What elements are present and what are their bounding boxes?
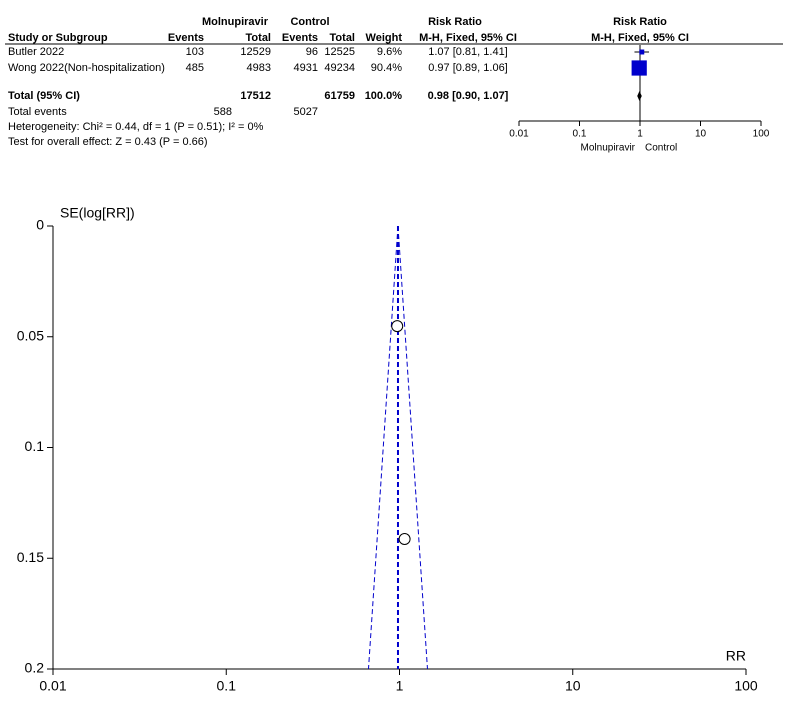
total-events-cell: Total events <box>8 106 67 118</box>
x-tick-label: 0.01 <box>39 678 66 694</box>
heterogeneity: Heterogeneity: Chi² = 0.44, df = 1 (P = … <box>8 121 264 133</box>
column-header: Total <box>330 32 355 44</box>
total-cell: 0.98 [0.90, 1.07] <box>428 90 509 102</box>
overall-effect: Test for overall effect: Z = 0.43 (P = 0… <box>8 136 208 148</box>
funnel-limit <box>367 225 399 670</box>
group-header: Control <box>290 16 329 28</box>
column-header: M-H, Fixed, 95% CI <box>419 32 517 44</box>
column-header: M-H, Fixed, 95% CI <box>591 32 689 44</box>
x-tick-label: 0.1 <box>217 678 237 694</box>
study-point <box>391 320 404 333</box>
y-axis-label: SE(log[RR]) <box>60 205 135 221</box>
weight-square <box>631 60 647 76</box>
table-cell: Butler 2022 <box>8 46 64 58</box>
table-cell: Wong 2022(Non-hospitalization) <box>8 62 165 74</box>
x-tick-label: 100 <box>734 678 758 694</box>
axis-side-label: Control <box>645 143 677 154</box>
total-cell: 61759 <box>324 90 355 102</box>
table-cell: 1.07 [0.81, 1.41] <box>428 46 508 58</box>
column-header: Total <box>246 32 271 44</box>
table-cell: 103 <box>186 46 204 58</box>
table-cell: 0.97 [0.89, 1.06] <box>428 62 508 74</box>
table-cell: 96 <box>306 46 318 58</box>
column-header: Study or Subgroup <box>8 32 108 44</box>
total-events-cell: 588 <box>214 106 232 118</box>
total-cell: 17512 <box>240 90 271 102</box>
column-header: Weight <box>366 32 403 44</box>
table-cell: 4983 <box>247 62 271 74</box>
column-header: Events <box>168 32 204 44</box>
table-cell: 9.6% <box>377 46 402 58</box>
study-point <box>398 532 411 545</box>
total-cell: Total (95% CI) <box>8 90 80 102</box>
y-tick-label: 0 <box>36 217 44 233</box>
table-cell: 485 <box>186 62 204 74</box>
table-cell: 90.4% <box>371 62 402 74</box>
y-tick-label: 0.15 <box>17 549 44 565</box>
x-tick-label: 100 <box>753 129 770 140</box>
axis-side-label: Molnupiravir <box>581 143 636 154</box>
x-tick-label: 0.01 <box>509 129 529 140</box>
funnel-limit <box>397 225 428 670</box>
y-tick-label: 0.1 <box>25 438 45 454</box>
x-tick-label: 1 <box>396 678 404 694</box>
table-cell: 4931 <box>294 62 318 74</box>
table-cell: 12529 <box>240 46 271 58</box>
x-tick-label: 10 <box>695 129 707 140</box>
x-axis-label: RR <box>726 648 746 664</box>
group-header: Risk Ratio <box>428 16 482 28</box>
group-header: Molnupiravir <box>202 16 269 28</box>
x-tick-label: 0.1 <box>573 129 587 140</box>
y-tick-label: 0.2 <box>25 660 45 676</box>
x-tick-label: 1 <box>637 129 643 140</box>
total-cell: 100.0% <box>365 90 403 102</box>
weight-square <box>639 49 645 55</box>
x-tick-label: 10 <box>565 678 581 694</box>
y-tick-label: 0.05 <box>17 327 44 343</box>
column-header: Events <box>282 32 318 44</box>
group-header: Risk Ratio <box>613 16 667 28</box>
table-cell: 12525 <box>324 46 355 58</box>
pooled-diamond <box>637 91 642 101</box>
total-events-cell: 5027 <box>294 106 318 118</box>
table-cell: 49234 <box>324 62 355 74</box>
